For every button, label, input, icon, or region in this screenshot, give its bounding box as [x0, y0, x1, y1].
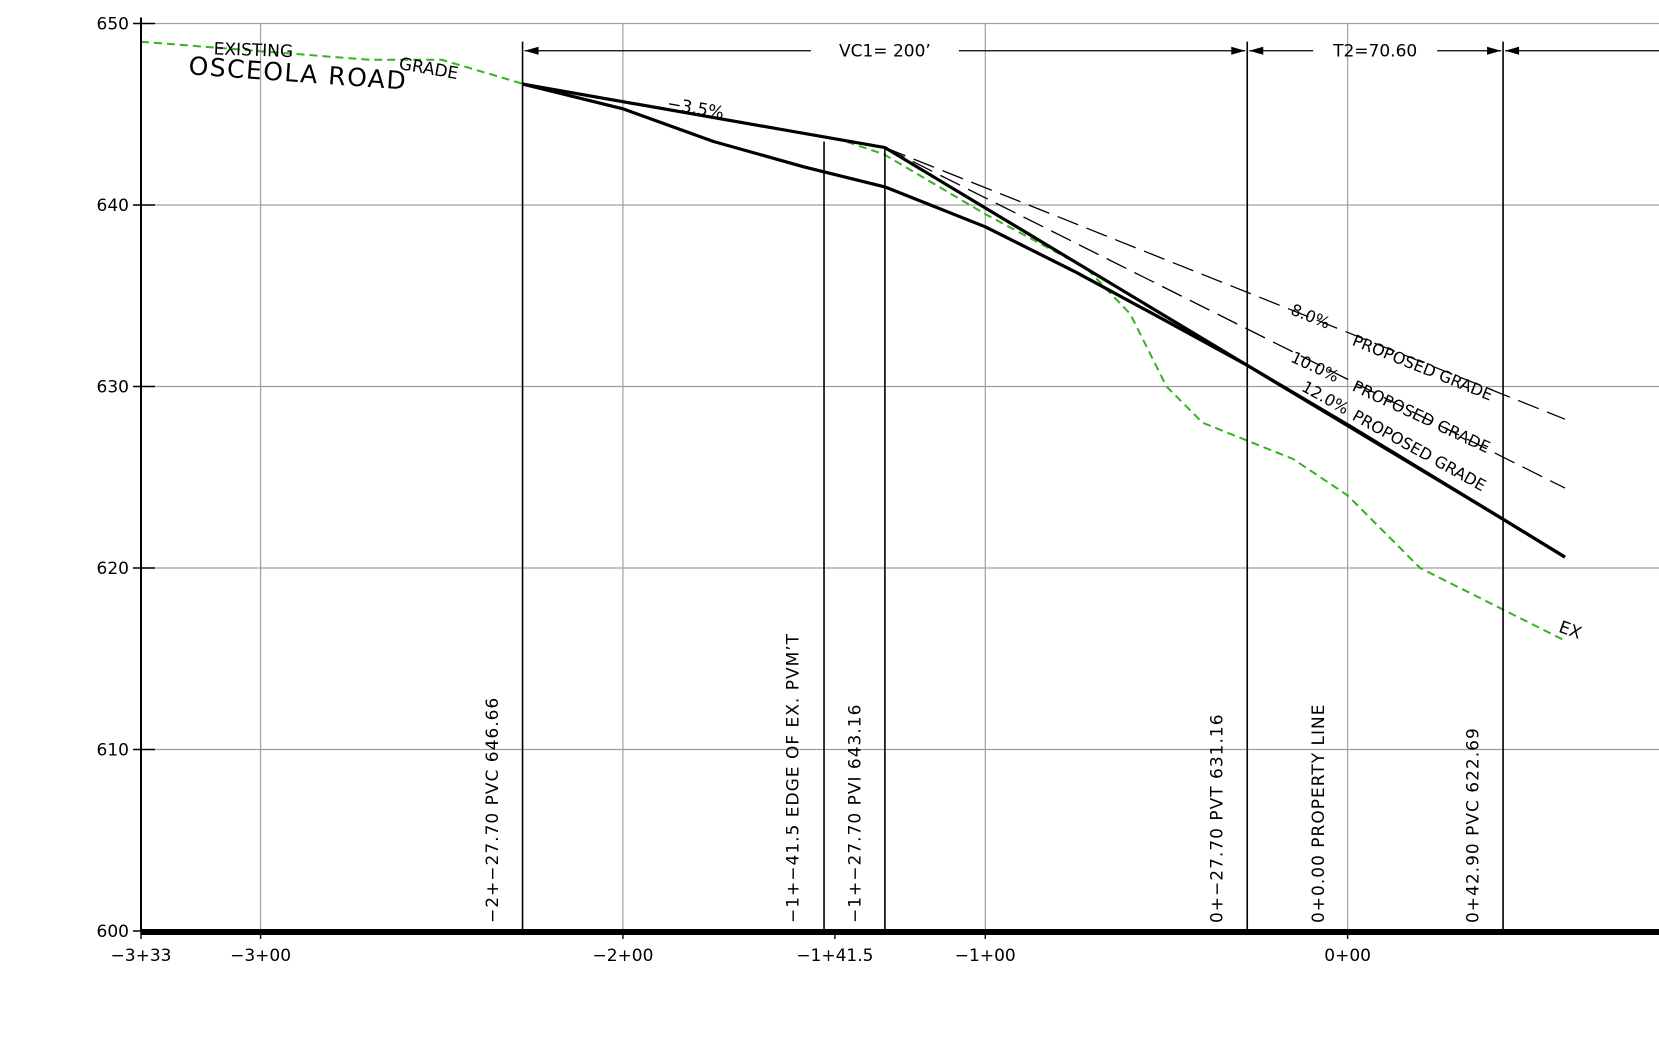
profile-labels: −2+−27.70 PVC 646.66 −1+−41.5 EDGE OF EX.… — [188, 39, 1585, 923]
station-label: 0+42.90 PVC 622.69 — [1463, 727, 1483, 923]
tangent-grade-line — [522, 82, 1566, 559]
dimension-arrow — [524, 46, 539, 55]
vertical-curve-line — [522, 82, 1566, 559]
x-tick-label: −1+41.5 — [796, 946, 873, 966]
profile-lines — [140, 40, 1659, 931]
dimension-label: T2=70.60 — [1332, 42, 1417, 62]
x-tick-label: −3+33 — [111, 946, 172, 966]
proposed-grade-line — [884, 147, 1566, 489]
existing-grade-label: EX — [1556, 617, 1584, 644]
x-tick-label: −3+00 — [230, 946, 291, 966]
dimension-arrow — [1487, 46, 1502, 55]
station-label: 0+0.00 PROPERTY LINE — [1309, 704, 1329, 923]
y-tick-label: 650 — [97, 15, 129, 35]
y-tick-label: 630 — [97, 378, 129, 398]
dimension-arrow — [1249, 46, 1264, 55]
station-label: −1+−27.70 PVI 643.16 — [845, 704, 865, 923]
grade-slope-label: −3.5% — [666, 94, 726, 124]
y-tick-label: 640 — [97, 196, 129, 216]
dimension-label: VC1= 200’ — [839, 42, 931, 62]
x-tick-label: −1+00 — [955, 946, 1016, 966]
y-tick-label: 620 — [97, 559, 129, 579]
station-label: −1+−41.5 EDGE OF EX. PVM’T — [784, 633, 804, 923]
axes: 600 610 620 630 640 650 −3+33 −3+00 −2+00 −1+41.5… — [97, 15, 1659, 966]
existing-grade-label: EXISTING — [213, 39, 293, 62]
station-label: 0+−27.70 PVT 631.16 — [1208, 713, 1228, 923]
dimension-arrow — [1231, 46, 1246, 55]
proposed-grade-line — [884, 146, 1566, 420]
x-tick-label: −2+00 — [592, 946, 653, 966]
proposed-grade-pct: 8.0% — [1288, 300, 1333, 333]
y-tick-label: 610 — [97, 741, 129, 761]
existing-grade-line — [140, 40, 1566, 642]
y-tick-label: 600 — [97, 922, 129, 942]
grid-lines — [141, 22, 1659, 931]
road-label: OSCEOLA ROAD — [188, 51, 408, 95]
x-tick-label: 0+00 — [1324, 946, 1371, 966]
station-label: −2+−27.70 PVC 646.66 — [483, 697, 503, 923]
